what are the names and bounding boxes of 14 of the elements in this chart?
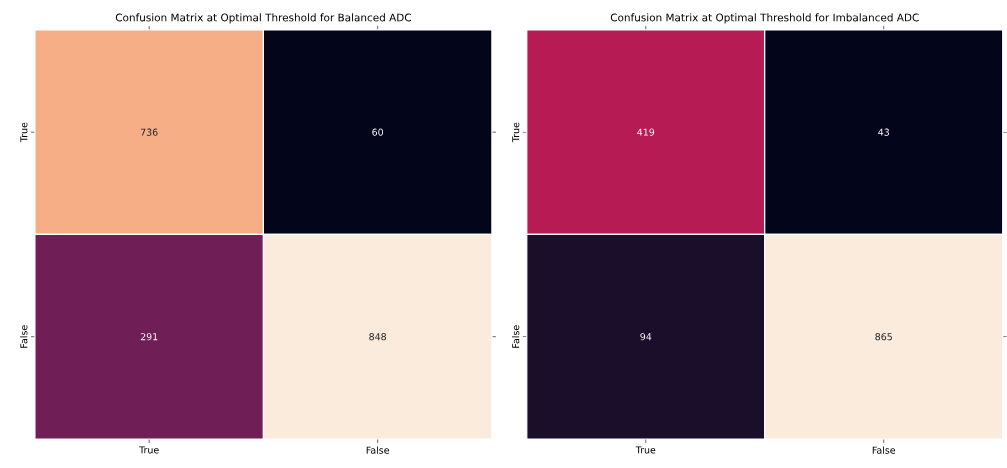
data-label: 848: [369, 333, 387, 341]
data-label: 60: [372, 128, 384, 136]
data-label: 419: [637, 128, 655, 136]
x-tick-label: True: [139, 446, 159, 454]
x-tick-label: True: [635, 446, 656, 454]
chart-title: Confusion Matrix at Optimal Threshold for Balanced ADC: [115, 13, 412, 24]
data-label: 865: [875, 333, 892, 341]
data-label: 94: [640, 333, 652, 341]
data-label: 43: [878, 128, 889, 136]
x-tick-label: False: [872, 446, 896, 454]
chart-title: Confusion Matrix at Optimal Threshold for Imbalanced ADC: [610, 13, 919, 24]
data-label: 736: [140, 128, 158, 136]
x-tick-label: False: [366, 446, 390, 454]
data-label: 291: [140, 333, 158, 341]
